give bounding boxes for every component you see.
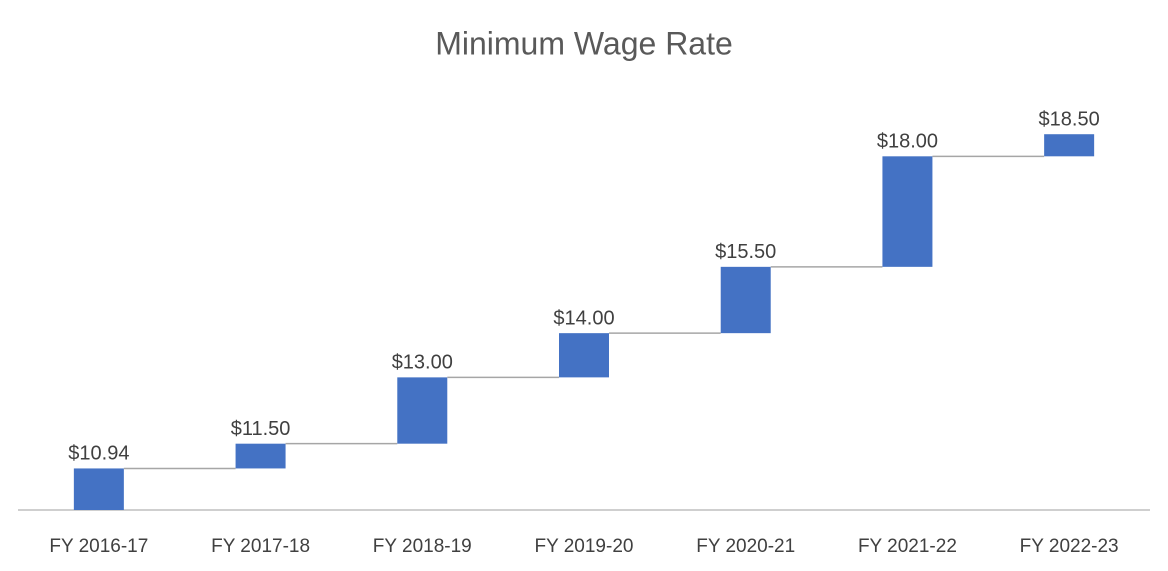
- value-label: $13.00: [392, 352, 453, 374]
- x-tick-label: FY 2019-20: [535, 536, 634, 557]
- bar: [720, 266, 771, 334]
- x-tick-label: FY 2017-18: [211, 536, 310, 557]
- bar: [559, 333, 609, 378]
- bar: [235, 443, 286, 469]
- value-label: $10.94: [68, 443, 129, 465]
- value-label: $14.00: [553, 307, 614, 329]
- bar: [397, 377, 448, 444]
- value-label: $18.50: [1039, 108, 1100, 130]
- bar: [73, 468, 124, 510]
- value-label: $11.50: [231, 418, 291, 440]
- bar: [1044, 134, 1095, 157]
- x-tick-label: FY 2021-22: [858, 536, 957, 557]
- x-tick-label: FY 2022-23: [1020, 536, 1119, 557]
- x-tick-label: FY 2020-21: [696, 536, 795, 557]
- x-tick-label: FY 2018-19: [373, 536, 472, 557]
- bar: [882, 156, 933, 267]
- value-label: $15.50: [715, 241, 776, 263]
- value-label: $18.00: [877, 131, 938, 153]
- x-tick-label: FY 2016-17: [49, 536, 148, 557]
- chart-title: Minimum Wage Rate: [435, 25, 733, 61]
